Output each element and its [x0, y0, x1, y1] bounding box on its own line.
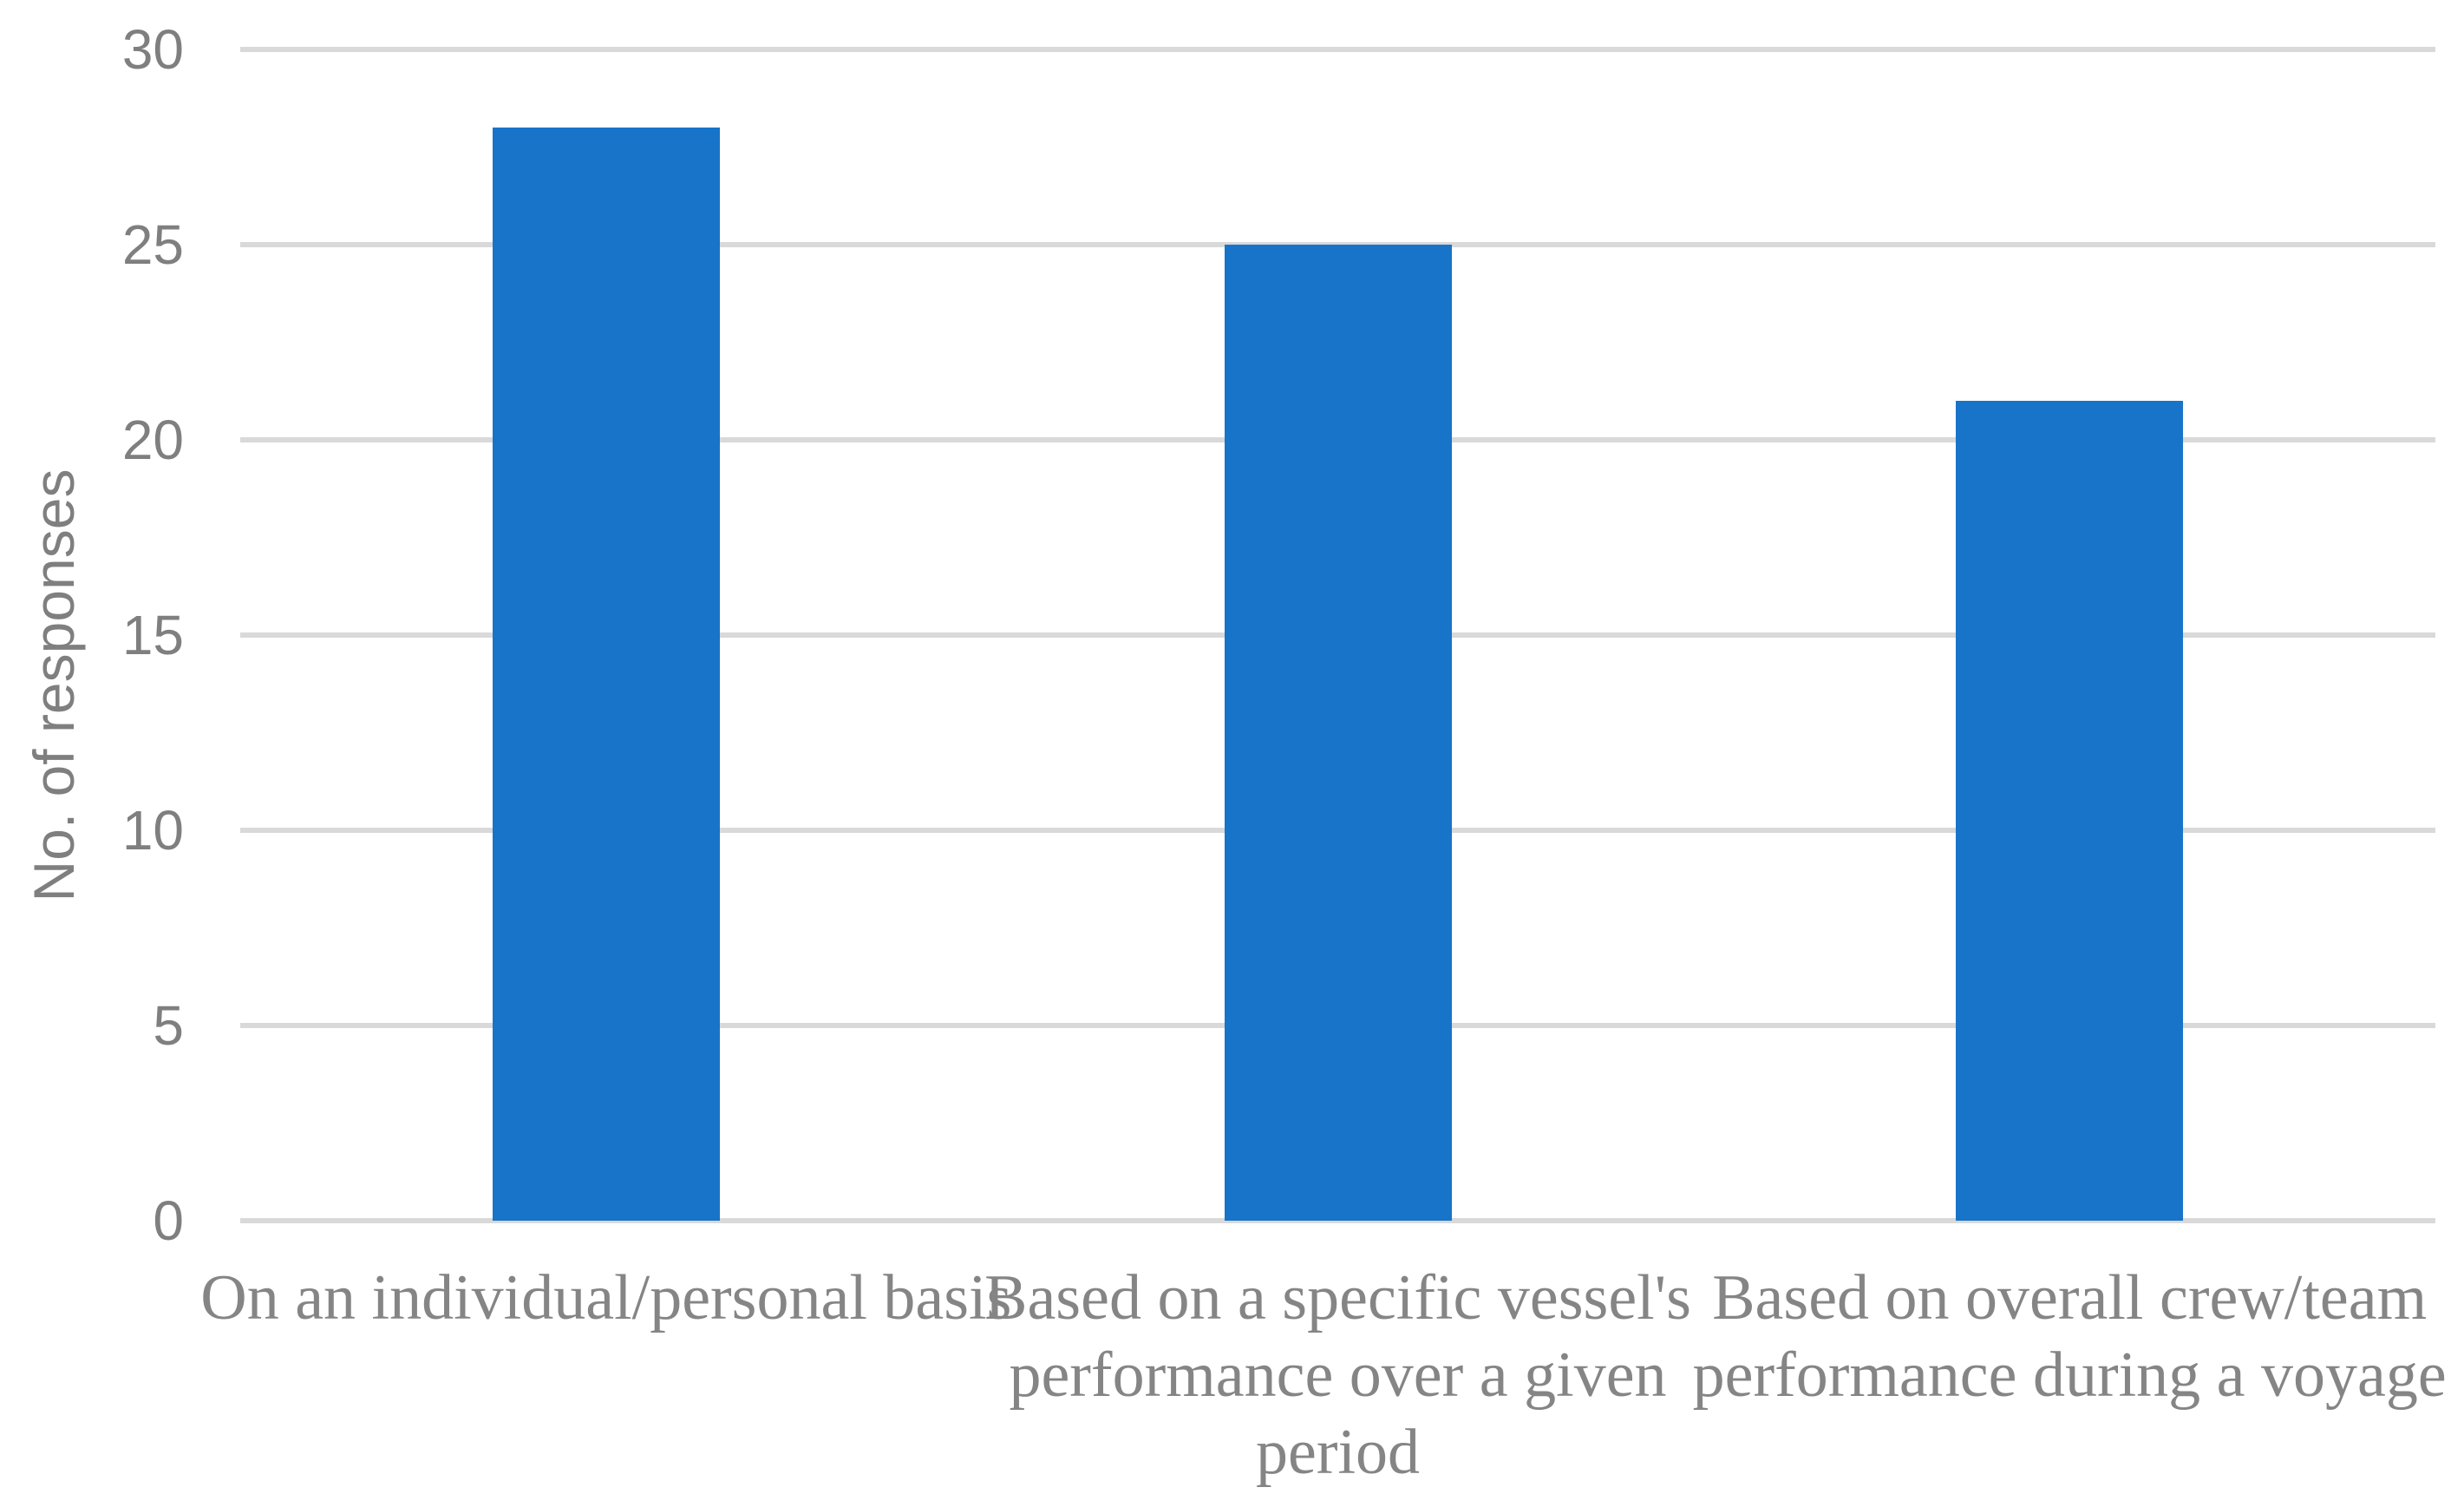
y-tick-label: 20 [121, 409, 184, 471]
gridline [240, 1218, 2435, 1223]
category-label: On an individual/personal basis [200, 1262, 1012, 1333]
y-tick-label: 25 [121, 213, 184, 276]
bar [492, 128, 720, 1221]
y-tick-label: 0 [153, 1189, 184, 1252]
y-tick-label: 30 [121, 18, 184, 81]
gridline [240, 47, 2435, 52]
bar [1224, 245, 1452, 1221]
category-label: Based on overall crew/team performance d… [1692, 1262, 2447, 1411]
y-tick-label: 10 [121, 799, 184, 862]
y-tick-label: 5 [153, 994, 184, 1057]
bar [1956, 401, 2184, 1221]
category-label: Based on a specific vessel's performance… [984, 1262, 1691, 1488]
y-tick-label: 15 [121, 604, 184, 666]
